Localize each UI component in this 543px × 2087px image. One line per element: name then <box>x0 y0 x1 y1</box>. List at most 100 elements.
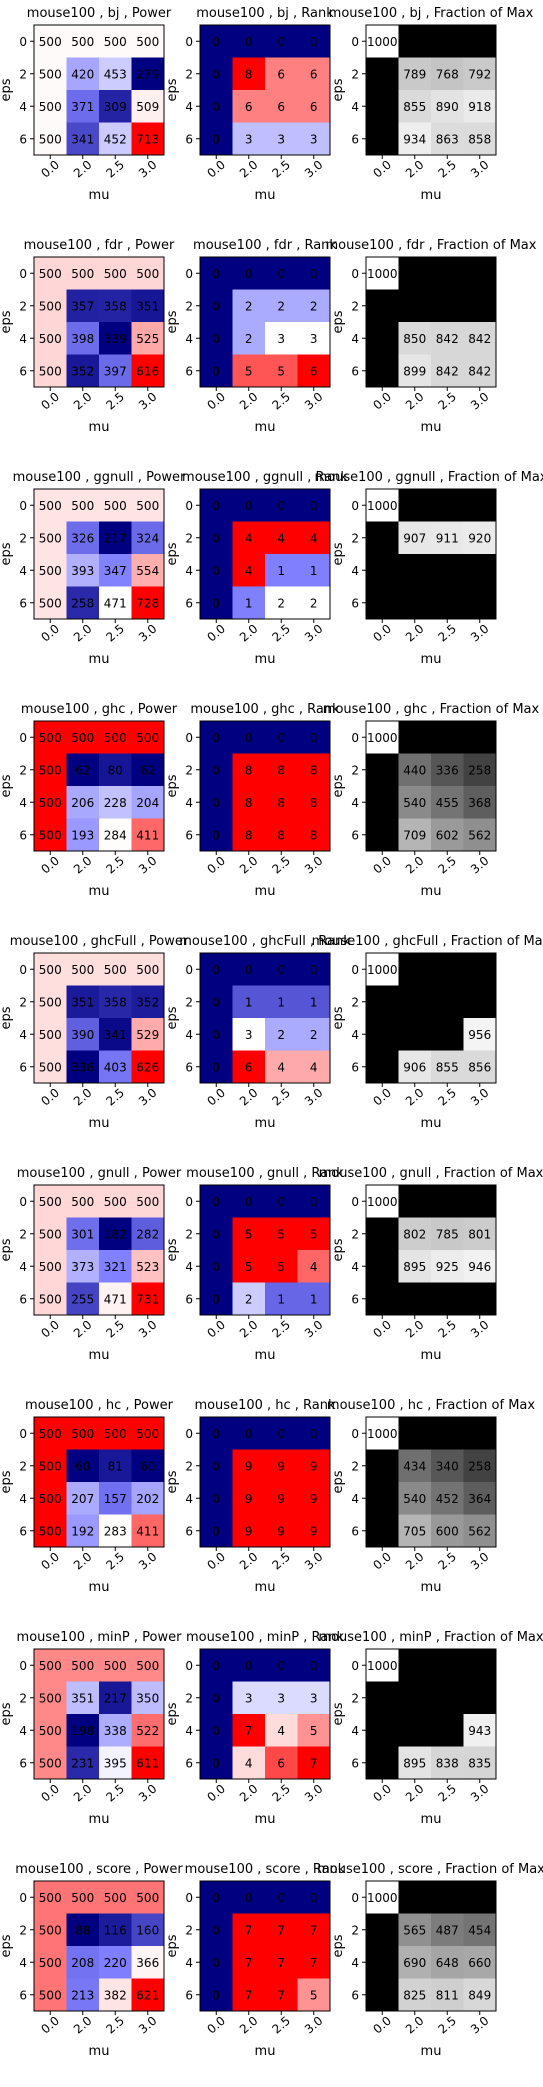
heatmap-cell <box>99 1946 132 1979</box>
heatmap-cell <box>431 1978 464 2011</box>
cell-value-label: 500 <box>71 963 94 977</box>
cell-value-label: 525 <box>136 332 159 346</box>
heatmap-panel: mouse100 , score , Power 500 500 500 500 500 8… <box>0 1862 183 2059</box>
heatmap-cell <box>66 985 99 1018</box>
heatmap-cell <box>131 721 164 754</box>
x-tick-label: 0.0 <box>204 390 228 413</box>
panel-title: mouse100 , fdr , Rank <box>193 238 337 253</box>
heatmap-cell <box>34 1217 67 1250</box>
heatmap-cell <box>366 985 399 1018</box>
heatmap-cell <box>200 354 233 387</box>
cell-value-label: 0 <box>378 763 386 777</box>
cell-value-label: 81 <box>108 1459 123 1473</box>
cell-value-label: 500 <box>71 1891 94 1905</box>
cell-value-label: 500 <box>104 1891 127 1905</box>
x-tick-label: 3.0 <box>136 1550 160 1573</box>
cell-value-label: 326 <box>71 531 94 545</box>
cell-value-label: 1000 <box>367 1195 398 1209</box>
cell-value-label: 849 <box>468 1988 491 2002</box>
cell-value-label: 0 <box>443 499 451 513</box>
heatmap-panel: mouse100 , ghcFull , Fraction of Max1000… <box>312 934 543 1131</box>
heatmap-cell <box>131 289 164 322</box>
cell-value-label: 347 <box>104 564 127 578</box>
heatmap-cell <box>131 1978 164 2011</box>
cell-value-label: 768 <box>436 67 459 81</box>
cell-value-label: 0 <box>277 963 285 977</box>
heatmap-cell <box>131 122 164 155</box>
heatmap-cell <box>99 1881 132 1914</box>
x-tick-label: 2.5 <box>269 1550 293 1573</box>
cell-value-label: 500 <box>136 1659 159 1673</box>
y-tick-label: 6 <box>19 1988 27 2002</box>
heatmap-cell <box>66 1714 99 1747</box>
cell-value-label: 500 <box>39 1659 62 1673</box>
cell-value-label: 0 <box>443 299 451 313</box>
cell-value-label: 554 <box>136 564 159 578</box>
heatmap-cell <box>463 322 496 355</box>
x-axis-label: mu <box>89 1580 110 1595</box>
y-tick-label: 6 <box>19 1756 27 1770</box>
y-tick-label: 6 <box>19 828 27 842</box>
x-tick-label: 0.0 <box>370 1550 394 1573</box>
heatmap-cell <box>366 521 399 554</box>
x-tick-label: 0.0 <box>38 390 62 413</box>
heatmap-cell <box>463 354 496 387</box>
heatmap-cell <box>366 1649 399 1682</box>
heatmap-cell <box>131 1185 164 1218</box>
y-tick-label: 4 <box>351 1492 359 1506</box>
heatmap-cell <box>398 489 431 522</box>
cell-value-label: 7 <box>277 1923 285 1937</box>
heatmap-cell <box>200 721 233 754</box>
axes-frame <box>33 1416 165 1548</box>
x-tick-label: 0.0 <box>370 854 394 877</box>
y-tick-label: 0 <box>19 499 27 513</box>
x-tick-label: 2.0 <box>403 390 427 413</box>
y-tick-label: 0 <box>351 1195 359 1209</box>
x-tick-label: 0.0 <box>204 1550 228 1573</box>
y-tick-label: 2 <box>19 67 27 81</box>
axes-frame <box>199 952 331 1084</box>
cell-value-label: 8 <box>277 828 285 842</box>
x-tick-label: 0.0 <box>38 1318 62 1341</box>
heatmap-cell <box>431 1881 464 1914</box>
heatmap-cell <box>265 1746 298 1779</box>
heatmap-cell <box>200 1746 233 1779</box>
cell-value-label: 500 <box>39 1923 62 1937</box>
x-tick-label: 2.5 <box>269 2014 293 2037</box>
heatmap-cell <box>366 1282 399 1315</box>
cell-value-label: 709 <box>403 828 426 842</box>
y-tick-label: 6 <box>185 828 193 842</box>
cell-value-label: 0 <box>476 299 484 313</box>
heatmap-cell <box>232 1250 265 1283</box>
cell-value-label: 0 <box>443 1292 451 1306</box>
x-tick-label: 2.5 <box>435 1550 459 1573</box>
y-tick-label: 2 <box>185 1691 193 1705</box>
heatmap-cell <box>66 1185 99 1218</box>
x-tick-label: 2.5 <box>435 1318 459 1341</box>
y-tick-label: 0 <box>19 731 27 745</box>
heatmap-cell <box>297 354 330 387</box>
heatmap-cell <box>398 1714 431 1747</box>
x-tick-label: 2.0 <box>71 1318 95 1341</box>
cell-value-label: 0 <box>212 132 220 146</box>
heatmap-cell <box>34 586 67 619</box>
x-tick-label: 2.0 <box>403 1550 427 1573</box>
cell-value-label: 0 <box>310 1659 318 1673</box>
cell-value-label: 0 <box>378 1060 386 1074</box>
heatmap-cell <box>99 1746 132 1779</box>
cell-value-label: 9 <box>245 1524 253 1538</box>
heatmap-cell <box>431 1449 464 1482</box>
cell-value-label: 6 <box>245 1060 253 1074</box>
axes-frame <box>199 1648 331 1780</box>
y-axis-label: eps <box>331 310 346 333</box>
cell-value-label: 0 <box>212 1659 220 1673</box>
x-tick-label: 2.0 <box>237 1086 261 1109</box>
heatmap-cell <box>34 257 67 290</box>
heatmap-cell <box>297 1881 330 1914</box>
cell-value-label: 500 <box>71 1427 94 1441</box>
cell-value-label: 6 <box>310 364 318 378</box>
y-tick-label: 4 <box>351 1260 359 1274</box>
x-axis-label: mu <box>255 1580 276 1595</box>
axes-frame <box>33 24 165 156</box>
x-tick-label: 0.0 <box>204 1782 228 1805</box>
